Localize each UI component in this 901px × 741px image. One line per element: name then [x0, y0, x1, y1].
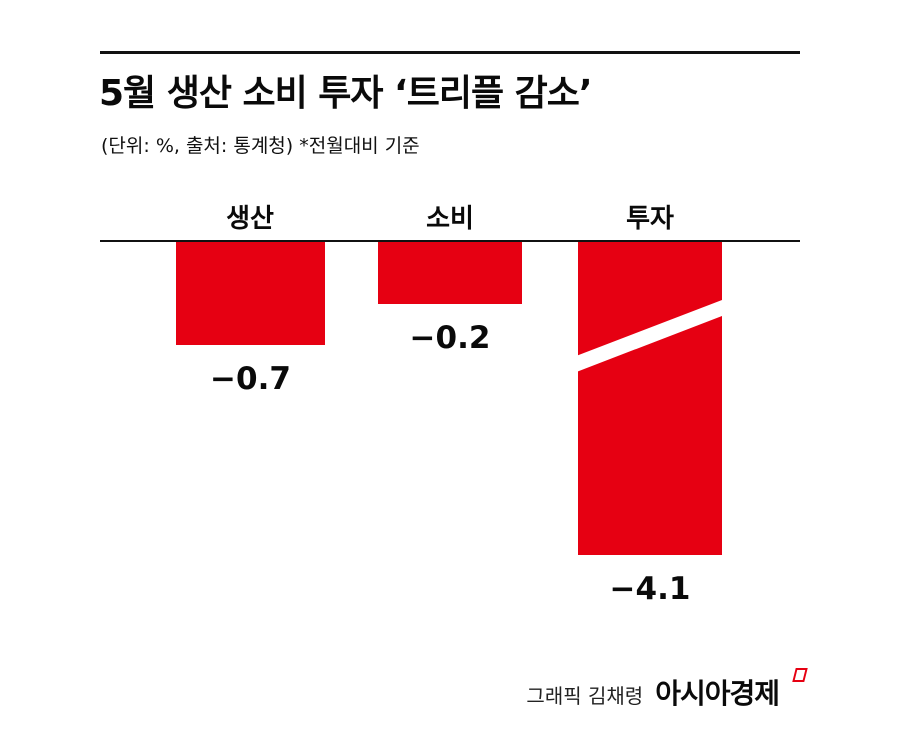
- brand-mark-icon: [792, 668, 808, 682]
- bar-group-consumption: −0.2: [378, 242, 522, 356]
- value-label-consumption: −0.2: [409, 320, 491, 356]
- axis-break-stripe: [578, 293, 722, 376]
- value-label-investment: −4.1: [609, 571, 691, 607]
- top-rule: [100, 51, 800, 54]
- bar-group-production: −0.7: [176, 242, 325, 397]
- category-label-investment: 투자: [626, 204, 674, 234]
- credit-line: 그래픽 김채령 아시아경제: [526, 668, 808, 712]
- zero-axis-line: [100, 240, 800, 242]
- category-label-consumption: 소비: [426, 204, 474, 234]
- bar-group-investment: −4.1: [578, 242, 722, 607]
- brand-logo-text: 아시아경제: [655, 677, 780, 710]
- category-label-production: 생산: [226, 204, 274, 234]
- chart-subtitle: (단위: %, 출처: 통계청) *전월대비 기준: [101, 135, 420, 157]
- credit-text: 그래픽 김채령: [526, 684, 644, 708]
- value-label-production: −0.7: [210, 361, 291, 397]
- bar-consumption: [378, 242, 522, 304]
- chart-title: 5월 생산 소비 투자 ‘트리플 감소’: [99, 73, 593, 114]
- bar-investment: [578, 242, 722, 555]
- bar-production: [176, 242, 325, 345]
